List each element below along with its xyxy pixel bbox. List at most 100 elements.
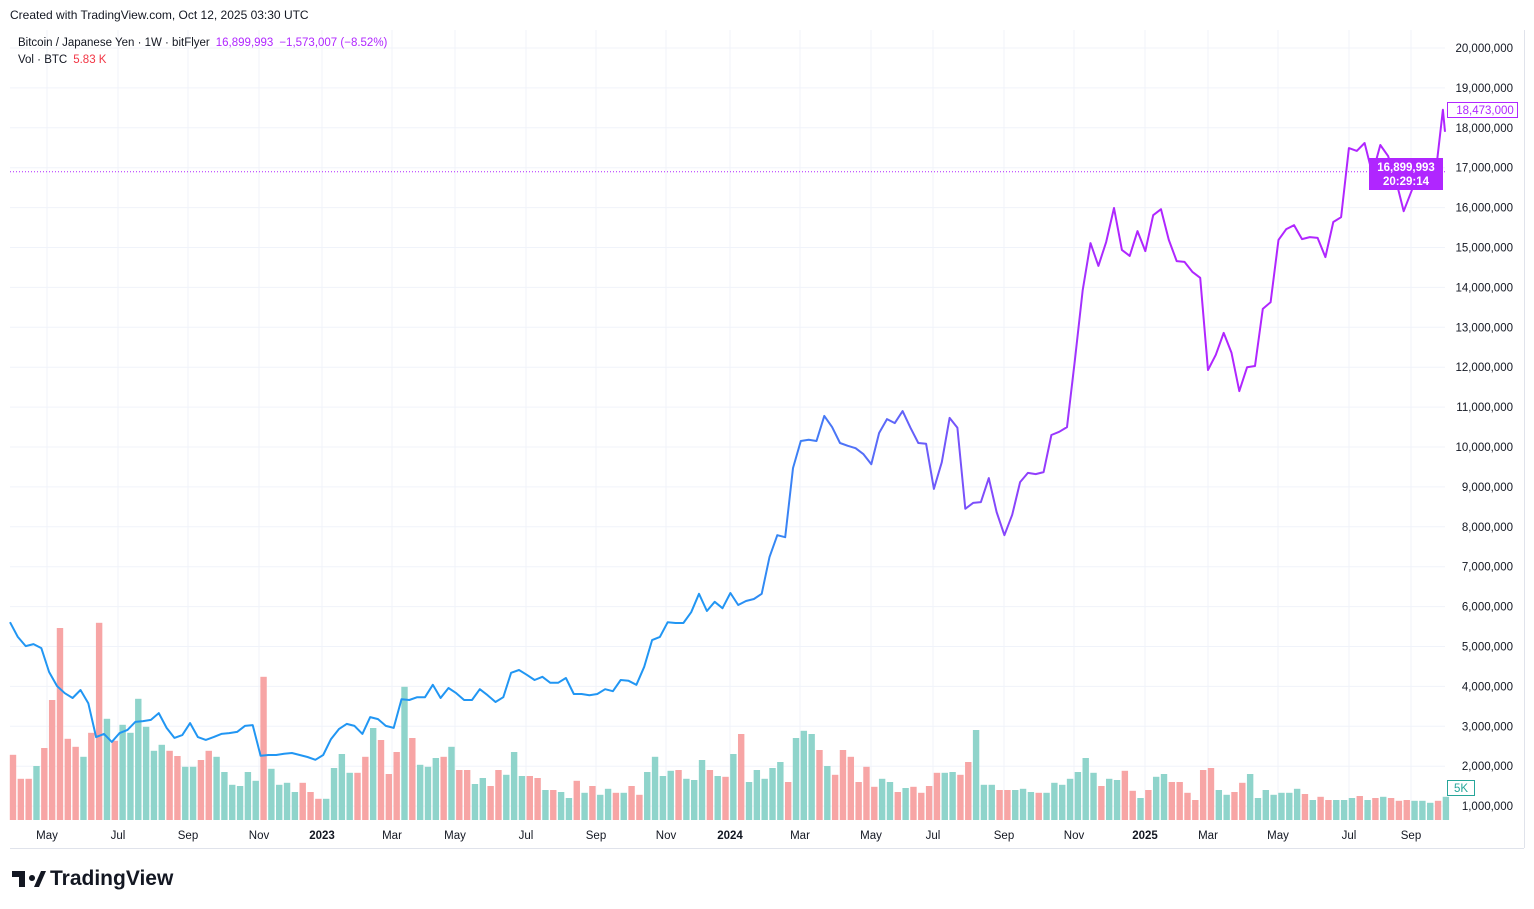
volume-bar [965,762,972,820]
volume-bar [722,776,729,820]
volume-bar [839,750,847,820]
volume-bar [808,734,815,820]
volume-bar [17,778,25,820]
symbol-label[interactable]: Bitcoin / Japanese Yen · 1W · bitFlyer [18,37,210,49]
legend-change: −1,573,007 (−8.52%) [279,37,388,49]
volume-bar [1442,796,1450,820]
time-tick-label: Mar [382,830,402,842]
legend-price-row: Bitcoin / Japanese Yen · 1W · bitFlyer 16… [18,35,387,52]
time-tick-label: May [444,830,466,842]
price-tick-label: 4,000,000 [1462,681,1513,693]
price-tick-label: 18,000,000 [1455,123,1513,135]
legend-volume-row: Vol · BTC 5.83 K [18,52,387,69]
volume-bar [244,772,252,820]
volume-bar [338,754,346,820]
volume-bar [260,676,267,820]
volume-bar [1348,798,1356,820]
volume-bar [1043,792,1050,820]
volume-bar [565,798,573,820]
volume-bar [236,786,244,820]
volume-bar [88,732,95,820]
volume-bar [64,738,72,820]
volume-bar [628,786,635,820]
time-tick-label: Sep [1401,830,1421,842]
volume-bar [1199,770,1207,820]
time-tick-label: Nov [1064,830,1085,842]
time-axis[interactable]: May Jul Sep Nov 2023 Mar May Jul Sep Nov 2024 Mar Ma… [36,830,1421,842]
volume-bar [518,776,526,820]
volume-bar [41,748,48,820]
volume-bar [268,768,275,820]
price-tick-label: 10,000,000 [1455,442,1513,454]
volume-bar [1082,758,1089,820]
volume-bar [1012,790,1019,820]
time-tick-label: Mar [1198,830,1218,842]
volume-bar [1129,790,1136,820]
volume-bar [1223,794,1230,820]
volume-bar [604,788,612,820]
volume-bar [1145,790,1152,820]
volume-bar [980,784,988,820]
volume-bar [816,750,823,820]
volume-bar [142,726,150,820]
volume-bar [369,728,377,820]
grid-lines [10,30,1445,820]
volume-bar [1113,780,1121,820]
volume-bar [479,778,486,820]
volume-bar [463,770,471,820]
volume-bar [949,772,956,820]
volume-bar [1419,800,1426,820]
time-tick-label: Jul [1342,830,1357,842]
volume-bar [1333,800,1340,820]
volume-bar [730,754,737,820]
volume-bar [252,780,259,820]
volume-label[interactable]: Vol · BTC [18,54,68,66]
volume-bar [1035,792,1042,820]
volume-bar [1207,768,1215,820]
volume-bar [495,770,502,820]
volume-bar [1168,782,1176,820]
volume-bar [714,776,721,820]
volume-bar [56,628,64,820]
time-tick-label: Jul [926,830,941,842]
volume-bar [1160,774,1168,820]
volume-bar [510,752,518,820]
volume-bar [737,734,745,820]
volume-bar [1364,800,1371,820]
volume-bar [283,782,291,820]
volume-bar [800,730,808,820]
volume-bar [910,786,917,820]
volume-bar [33,766,40,820]
volume-bar [1427,802,1434,820]
tradingview-logo[interactable]: TradingView [12,867,173,891]
volume-bar [377,740,385,820]
price-tick-label: 5,000,000 [1462,642,1513,654]
price-tick-label: 16,000,000 [1455,203,1513,215]
volume-bar [863,766,870,820]
price-tick-label: 6,000,000 [1462,602,1513,614]
volume-bar [573,780,580,820]
volume-bar [792,738,800,820]
volume-bar [988,784,995,820]
volume-bar [354,772,361,820]
volume-bar [487,786,494,820]
volume-bar [1098,786,1105,820]
volume-bar [1356,796,1363,820]
volume-bar [706,770,714,820]
volume-bar [1293,788,1301,820]
volume-bar [1074,772,1082,820]
volume-bar [612,792,620,820]
volume-bar [1325,800,1332,820]
volume-bar [1434,800,1442,820]
volume-bar [456,770,463,820]
price-axis[interactable]: 20,000,000 19,000,000 18,000,000 17,000,000… [1455,43,1513,813]
volume-bar [213,756,220,820]
time-tick-label: 2024 [717,830,743,842]
volume-bar [150,750,158,820]
volume-bar [315,798,322,820]
volume-bar [1019,788,1027,820]
volume-bar [1372,798,1379,820]
time-tick-label: Sep [586,830,606,842]
volume-bar [48,700,56,820]
